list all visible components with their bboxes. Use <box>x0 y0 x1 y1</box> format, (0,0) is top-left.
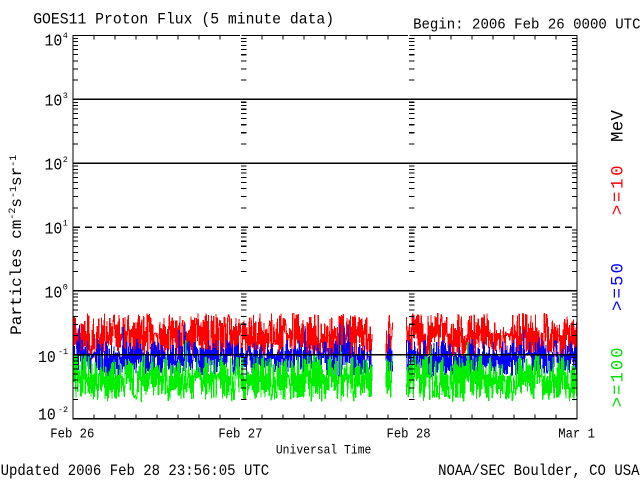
svg-text:4: 4 <box>63 31 68 41</box>
svg-text:Mar 1: Mar 1 <box>558 426 595 442</box>
svg-text:10: 10 <box>44 156 62 175</box>
svg-text:Updated 2006 Feb 28 23:56:05 U: Updated 2006 Feb 28 23:56:05 UTC <box>1 461 270 480</box>
svg-text:Particles cm-2s-1sr-1: Particles cm-2s-1sr-1 <box>8 155 26 335</box>
svg-text:>=100: >=100 <box>608 347 628 407</box>
svg-text:0: 0 <box>63 283 68 293</box>
svg-text:10: 10 <box>44 220 62 239</box>
svg-text:Feb 26: Feb 26 <box>50 426 94 442</box>
svg-text:-1: -1 <box>58 347 68 357</box>
svg-text:3: 3 <box>63 91 68 101</box>
svg-text:10: 10 <box>44 92 62 111</box>
svg-text:10: 10 <box>38 406 56 425</box>
svg-text:Begin: 2006 Feb 26 0000 UTC: Begin: 2006 Feb 26 0000 UTC <box>413 17 640 34</box>
svg-text:-2: -2 <box>58 405 68 415</box>
svg-text:GOES11 Proton Flux (5 minute d: GOES11 Proton Flux (5 minute data) <box>33 10 334 28</box>
svg-text:Feb 27: Feb 27 <box>218 426 262 442</box>
svg-text:10: 10 <box>44 284 62 303</box>
svg-text:2: 2 <box>63 155 68 165</box>
svg-text:Feb 28: Feb 28 <box>386 426 430 442</box>
svg-text:NOAA/SEC Boulder, CO USA: NOAA/SEC Boulder, CO USA <box>438 461 639 480</box>
svg-text:MeV: MeV <box>608 110 628 142</box>
svg-text:10: 10 <box>38 348 56 367</box>
svg-text:1: 1 <box>63 219 68 229</box>
svg-text:Universal Time: Universal Time <box>276 443 371 458</box>
svg-text:10: 10 <box>44 32 62 51</box>
svg-text:>=50: >=50 <box>608 263 628 311</box>
